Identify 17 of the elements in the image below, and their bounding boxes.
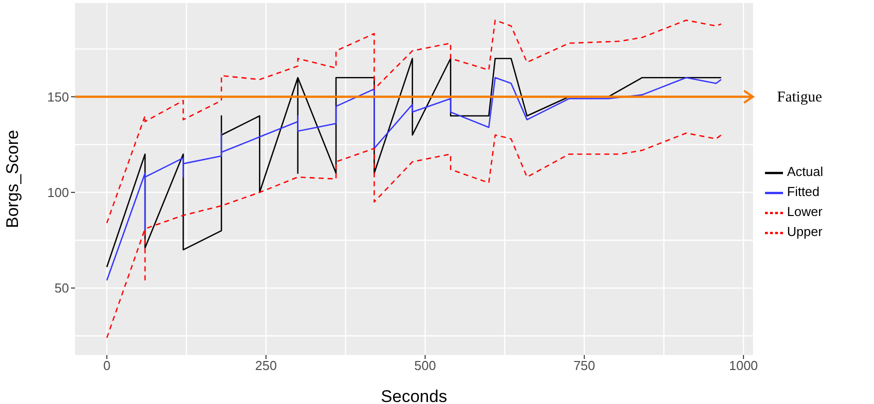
y-axis-title: Borgs_Score: [3, 130, 22, 228]
y-tick-label: 150: [47, 89, 69, 104]
x-tick-label: 250: [255, 358, 277, 374]
y-tick-label: 100: [47, 185, 69, 200]
line-series: [106, 20, 722, 224]
x-axis-title: Seconds: [380, 387, 448, 404]
x-tick-label: 500: [414, 358, 436, 374]
ref-line-label: Fatigue: [777, 90, 822, 106]
legend-label: Upper: [787, 224, 822, 239]
line-series: [106, 132, 722, 338]
x-tick-label: 1000: [728, 358, 758, 374]
legend-label: Fitted: [787, 184, 820, 199]
y-tick-label: 50: [54, 280, 69, 296]
legend-label: Lower: [787, 204, 822, 219]
x-tick-label: 750: [573, 358, 596, 374]
x-tick-label: 0: [103, 358, 110, 374]
legend-label: Actual: [787, 164, 824, 179]
